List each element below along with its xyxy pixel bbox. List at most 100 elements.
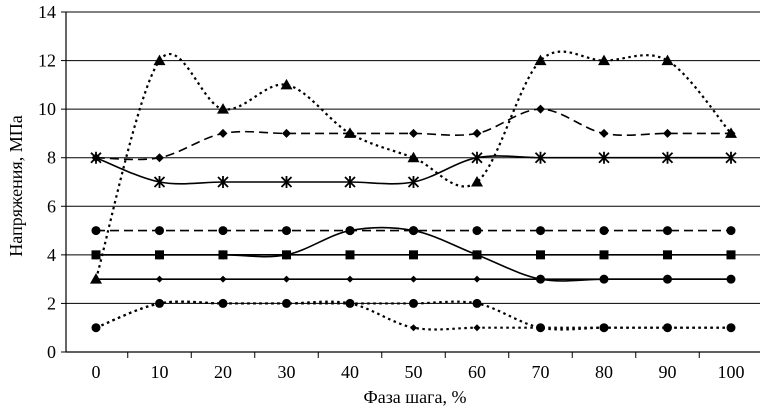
series-line-1 (94, 50, 732, 280)
data-point-3-4 (280, 176, 293, 188)
axes (61, 11, 760, 358)
series-line-9 (95, 300, 731, 331)
data-point-9-2 (156, 299, 163, 307)
data-point-2-7 (472, 128, 482, 138)
data-point-6-7 (472, 250, 482, 260)
tick-labels: 0 2 4 6 8 10 12 14 0 10 20 30 40 50 60 70 80 90 100 (38, 2, 745, 382)
data-point-6-9 (599, 250, 609, 260)
x-tick-label: 10 (151, 362, 169, 382)
data-point-7-6 (410, 275, 417, 283)
data-point-2-4 (282, 128, 291, 138)
data-point-3-7 (471, 151, 483, 164)
data-point-7-9 (600, 275, 608, 283)
data-point-1-4 (280, 78, 293, 90)
data-point-9-1 (92, 324, 100, 332)
series-7 (92, 275, 735, 283)
x-tick-label: 0 (92, 362, 101, 382)
data-point-3-9 (598, 151, 610, 164)
data-point-2-6 (409, 128, 418, 138)
data-point-1-3 (217, 103, 229, 114)
data-point-2-8 (536, 104, 545, 114)
data-point-3-1 (90, 151, 102, 164)
y-tick-label: 12 (38, 51, 56, 71)
data-point-2-3 (218, 128, 228, 138)
data-point-1-10 (661, 54, 674, 66)
data-point-3-8 (534, 151, 547, 164)
data-point-2-11 (726, 128, 736, 138)
x-tick-label: 50 (405, 362, 423, 382)
data-point-3-10 (661, 151, 674, 164)
data-series (90, 50, 737, 333)
x-tick-label: 60 (468, 362, 486, 382)
y-tick-label: 10 (38, 99, 56, 119)
data-point-6-5 (345, 250, 355, 260)
x-tick-label: 80 (595, 362, 613, 382)
data-point-9-8 (537, 324, 544, 332)
y-tick-label: 4 (47, 245, 56, 265)
data-point-1-6 (407, 151, 420, 163)
data-point-4-9 (599, 226, 609, 236)
data-point-3-5 (344, 176, 356, 188)
data-point-7-4 (283, 275, 290, 283)
data-point-7-5 (346, 275, 354, 283)
series-9 (92, 299, 735, 332)
data-point-9-3 (219, 299, 227, 307)
data-point-6-3 (218, 250, 228, 260)
series-6 (91, 250, 736, 260)
data-point-4-2 (155, 226, 164, 236)
data-point-7-7 (473, 275, 481, 283)
data-point-6-1 (91, 250, 101, 260)
data-point-3-11 (725, 151, 737, 164)
data-point-1-2 (153, 54, 166, 66)
data-point-9-5 (346, 299, 354, 307)
x-axis-label: Фаза шага, % (363, 387, 466, 407)
data-point-5-6 (409, 226, 418, 236)
data-point-4-3 (218, 226, 228, 236)
data-point-5-5 (345, 226, 355, 236)
x-tick-label: 40 (341, 362, 359, 382)
data-point-7-10 (664, 275, 671, 283)
data-point-6-8 (536, 250, 545, 260)
data-point-3-3 (217, 176, 229, 188)
data-point-7-2 (156, 275, 163, 283)
data-point-6-11 (726, 250, 736, 260)
data-point-1-8 (534, 54, 547, 66)
data-point-2-9 (599, 128, 609, 138)
data-point-2-10 (663, 128, 672, 138)
data-point-9-7 (473, 324, 481, 332)
data-point-6-2 (155, 250, 164, 260)
data-point-7-3 (219, 275, 227, 283)
x-tick-label: 20 (214, 362, 232, 382)
series-1 (90, 50, 737, 284)
x-tick-label: 30 (278, 362, 296, 382)
data-point-4-4 (282, 226, 291, 236)
data-point-9-11 (727, 324, 735, 332)
series-3 (90, 151, 737, 188)
data-point-4-8 (536, 226, 545, 236)
data-point-1-9 (598, 54, 610, 66)
data-point-7-8 (537, 275, 544, 283)
x-tick-label: 70 (532, 362, 550, 382)
data-point-2-2 (155, 153, 164, 163)
y-tick-label: 14 (38, 2, 56, 22)
data-point-1-7 (471, 176, 483, 187)
y-axis-label: Напряжения, МПа (6, 115, 26, 256)
data-point-3-2 (153, 176, 166, 188)
data-point-4-1 (91, 226, 101, 236)
data-point-8-6 (409, 298, 418, 308)
y-tick-label: 6 (47, 196, 56, 216)
data-point-2-5 (345, 128, 355, 138)
data-point-6-6 (409, 250, 418, 260)
x-tick-label: 100 (718, 362, 745, 382)
data-point-3-6 (407, 176, 420, 188)
data-point-9-4 (283, 299, 290, 307)
data-point-7-11 (727, 275, 735, 283)
y-tick-label: 0 (47, 342, 56, 362)
data-point-9-10 (664, 324, 671, 332)
y-tick-label: 2 (47, 293, 56, 313)
series-2 (91, 104, 736, 163)
data-point-9-9 (600, 324, 608, 332)
data-point-4-10 (663, 226, 672, 236)
data-point-7-1 (92, 275, 100, 283)
